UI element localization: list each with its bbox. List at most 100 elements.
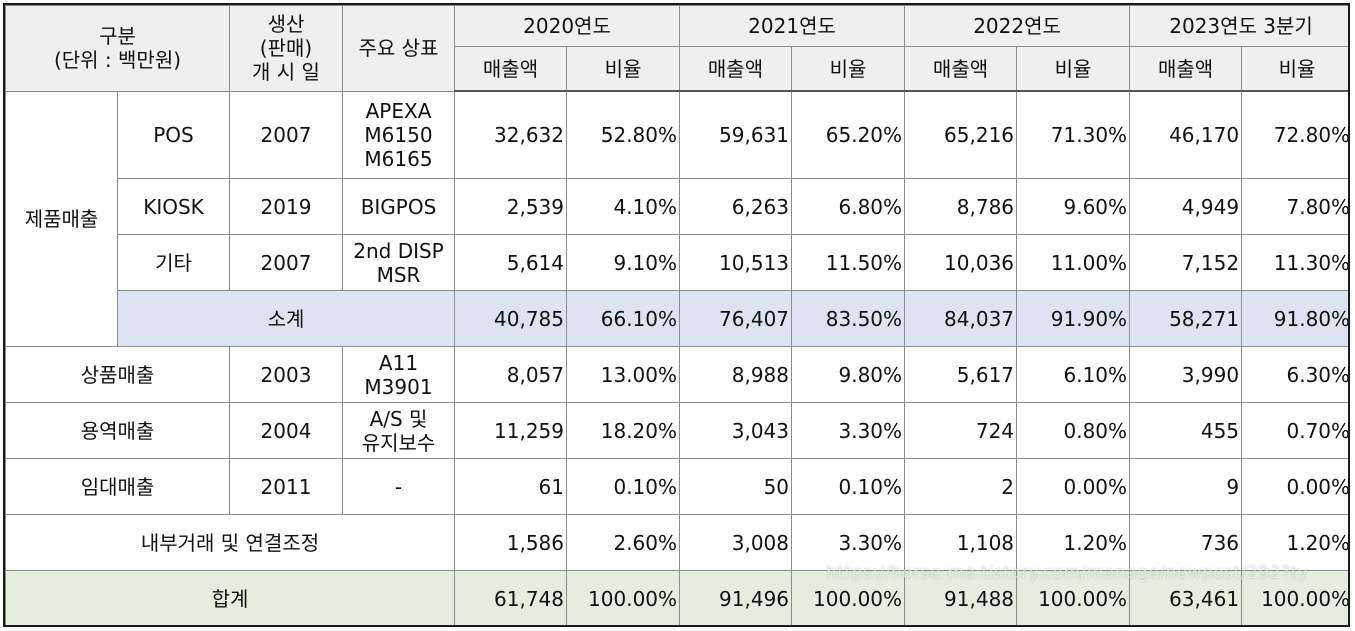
total-label: 합계 (5, 570, 455, 625)
sales-table-frame: 구분 (단위 : 백만원) 생산 (판매) 개 시 일 주요 상표 2020연도… (3, 3, 1350, 627)
cell-sales: 59,631 (679, 90, 793, 179)
header-row-years: 구분 (단위 : 백만원) 생산 (판매) 개 시 일 주요 상표 2020연도… (5, 5, 1348, 92)
table-row-total: 합계 61,748 100.00% 91,496 100.00% 91,488 … (5, 570, 1348, 625)
cell-sales: 40,785 (454, 290, 567, 347)
cell-ratio: 0.80% (1016, 402, 1131, 459)
cell-ratio: 100.00% (565, 570, 681, 625)
row-brand: A11 M3901 (342, 346, 455, 403)
cell-ratio: 9.10% (565, 234, 681, 291)
cell-sales: 63,461 (1129, 570, 1243, 625)
cell-ratio: 6.10% (1016, 346, 1131, 403)
header-row-metrics: 매출액 비율 매출액 비율 매출액 비율 매출액 비율 (6, 46, 1348, 92)
cell-ratio: 100.00% (1241, 570, 1348, 625)
cell-ratio: 72.80% (1241, 90, 1348, 179)
cell-sales: 736 (1129, 514, 1243, 571)
cell-sales: 2,539 (454, 178, 567, 235)
table-row-etc: 기타 2007 2nd DISP MSR 5,614 9.10% 10,513 … (6, 234, 1348, 291)
header-year-2022: 2022연도 (904, 5, 1131, 47)
row-start: 2003 (229, 346, 343, 403)
cell-ratio: 2.60% (565, 514, 681, 571)
header-ratio: 비율 (565, 46, 681, 92)
header-sales: 매출액 (904, 46, 1018, 92)
header-year-2023q3: 2023연도 3분기 (1129, 5, 1348, 47)
cell-sales: 91,488 (904, 570, 1018, 625)
row-name: 상품매출 (5, 346, 230, 403)
cell-ratio: 52.80% (565, 90, 681, 179)
cell-ratio: 9.80% (791, 346, 906, 403)
row-brand: APEXA M6150 M6165 (342, 90, 455, 179)
table-row-rental: 임대매출 2011 - 61 0.10% 50 0.10% 2 0.00% 9 … (5, 458, 1348, 515)
row-start: 2007 (229, 234, 343, 291)
cell-sales: 11,259 (454, 402, 567, 459)
table-row-pos: 제품매출 POS 2007 APEXA M6150 M6165 32,632 5… (5, 90, 1348, 347)
header-sales: 매출액 (1129, 46, 1243, 92)
row-name: KIOSK (117, 178, 230, 235)
cell-sales: 8,786 (904, 178, 1018, 235)
cell-ratio: 11.50% (791, 234, 906, 291)
row-brand: 2nd DISP MSR (342, 234, 455, 291)
group-product-sales: 제품매출 (5, 90, 118, 347)
cell-sales: 3,990 (1129, 346, 1243, 403)
cell-sales: 5,614 (454, 234, 567, 291)
cell-ratio: 0.10% (791, 458, 906, 515)
cell-ratio: 1.20% (1241, 514, 1348, 571)
cell-ratio: 71.30% (1016, 90, 1131, 179)
cell-sales: 1,586 (454, 514, 567, 571)
row-brand: - (342, 458, 455, 515)
table-row-internal: 내부거래 및 연결조정 1,586 2.60% 3,008 3.30% 1,10… (5, 514, 1348, 571)
row-brand: A/S 및 유지보수 (342, 402, 455, 459)
header-sales: 매출액 (679, 46, 793, 92)
cell-sales: 46,170 (1129, 90, 1243, 179)
cell-sales: 65,216 (904, 90, 1018, 179)
cell-ratio: 100.00% (791, 570, 906, 625)
header-brand: 주요 상표 (342, 5, 455, 92)
row-name: 기타 (117, 234, 230, 291)
cell-ratio: 11.00% (1016, 234, 1131, 291)
cell-sales: 3,043 (679, 402, 793, 459)
cell-sales: 1,108 (904, 514, 1018, 571)
cell-ratio: 4.10% (565, 178, 681, 235)
table-row-merchandise: 상품매출 2003 A11 M3901 8,057 13.00% 8,988 9… (5, 346, 1348, 403)
cell-ratio: 0.10% (565, 458, 681, 515)
cell-sales: 10,513 (679, 234, 793, 291)
cell-ratio: 100.00% (1016, 570, 1131, 625)
header-ratio: 비율 (791, 46, 906, 92)
cell-ratio: 65.20% (791, 90, 906, 179)
row-start: 2011 (229, 458, 343, 515)
cell-sales: 76,407 (679, 290, 793, 347)
cell-sales: 32,632 (454, 90, 567, 179)
cell-sales: 61 (454, 458, 567, 515)
row-start: 2004 (229, 402, 343, 459)
row-name: 용역매출 (5, 402, 230, 459)
cell-ratio: 9.60% (1016, 178, 1131, 235)
cell-ratio: 3.30% (791, 514, 906, 571)
header-ratio: 비율 (1016, 46, 1131, 92)
header-year-2021: 2021연도 (679, 5, 906, 47)
cell-sales: 4,949 (1129, 178, 1243, 235)
header-category: 구분 (단위 : 백만원) (5, 5, 230, 92)
cell-sales: 50 (679, 458, 793, 515)
sales-table: 구분 (단위 : 백만원) 생산 (판매) 개 시 일 주요 상표 2020연도… (5, 5, 1348, 625)
cell-ratio: 1.20% (1016, 514, 1131, 571)
cell-sales: 5,617 (904, 346, 1018, 403)
cell-sales: 724 (904, 402, 1018, 459)
header-year-2020: 2020연도 (453, 5, 681, 47)
table-row-service: 용역매출 2004 A/S 및 유지보수 11,259 18.20% 3,043… (5, 402, 1348, 459)
cell-sales: 91,496 (679, 570, 793, 625)
row-start: 2019 (229, 178, 343, 235)
cell-sales: 10,036 (904, 234, 1018, 291)
cell-ratio: 0.00% (1016, 458, 1131, 515)
row-name: 임대매출 (5, 458, 230, 515)
header-start-date: 생산 (판매) 개 시 일 (229, 5, 343, 92)
cell-sales: 58,271 (1129, 290, 1243, 347)
cell-ratio: 0.00% (1241, 458, 1348, 515)
cell-sales: 3,008 (679, 514, 793, 571)
cell-ratio: 13.00% (565, 346, 681, 403)
cell-sales: 7,152 (1129, 234, 1243, 291)
cell-sales: 2 (904, 458, 1018, 515)
cell-ratio: 6.80% (791, 178, 906, 235)
cell-ratio: 91.80% (1241, 290, 1348, 347)
table-row-kiosk: KIOSK 2019 BIGPOS 2,539 4.10% 6,263 6.80… (6, 178, 1348, 235)
row-start: 2007 (229, 90, 343, 179)
cell-ratio: 83.50% (791, 290, 906, 347)
